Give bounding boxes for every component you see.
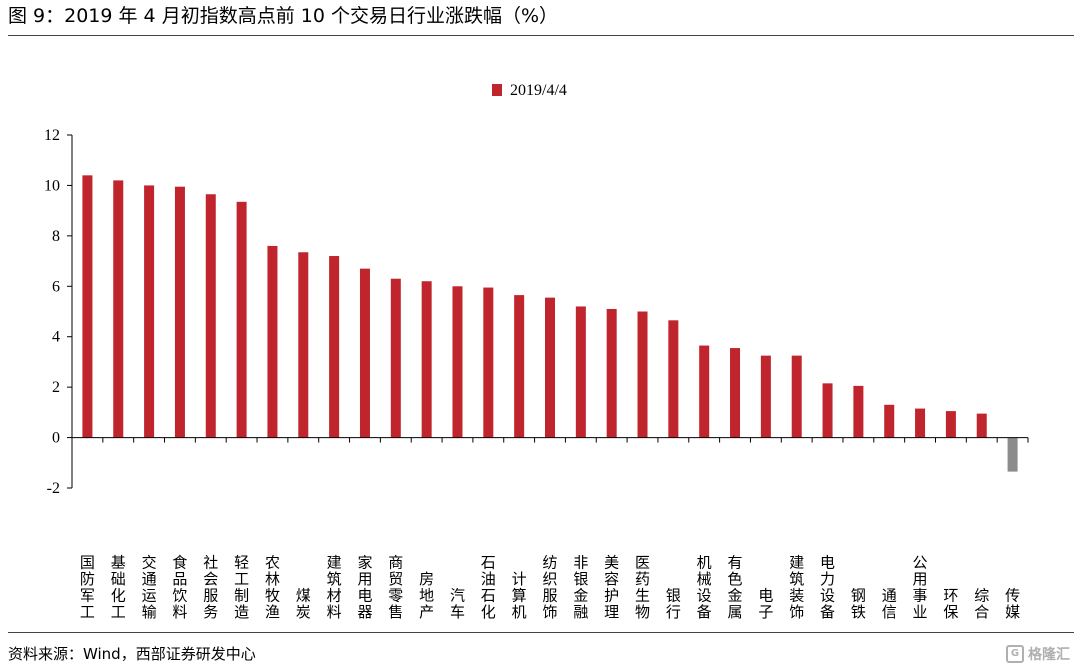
x-category-label: 综合 [974, 587, 989, 622]
bar [236, 201, 247, 438]
bar [976, 413, 987, 438]
bar [884, 404, 895, 438]
y-tick-label: 10 [44, 177, 60, 194]
x-category-label: 钢铁 [851, 587, 866, 622]
bar [82, 175, 93, 438]
x-category-label: 社会服务 [203, 554, 218, 622]
x-category-label: 计算机 [512, 570, 527, 621]
legend-swatch [492, 84, 502, 96]
x-category-label: 电力设备 [820, 554, 835, 622]
x-category-label: 建筑材料 [327, 554, 342, 622]
x-category-label: 纺织服饰 [542, 554, 557, 622]
bar [853, 385, 864, 438]
bar-series [82, 175, 1018, 472]
x-category-label: 家用电器 [357, 554, 372, 622]
bar [390, 278, 401, 438]
bar [329, 256, 340, 438]
y-tick-label: 0 [52, 430, 60, 447]
figure-title: 图 9：2019 年 4 月初指数高点前 10 个交易日行业涨跌幅（%） [8, 5, 558, 27]
x-category-label: 国防军工 [80, 554, 95, 622]
x-category-label: 汽车 [450, 587, 465, 622]
x-category-label: 轻工制造 [234, 554, 249, 622]
bar [483, 287, 494, 438]
x-category-label: 煤炭 [296, 587, 311, 622]
bar [421, 281, 432, 438]
x-category-label: 电子 [758, 587, 773, 622]
y-tick-label: 8 [52, 228, 60, 245]
bar [359, 268, 370, 438]
bar [298, 252, 309, 438]
watermark-logo-icon: G [1006, 645, 1024, 663]
x-category-label: 基础化工 [111, 554, 126, 622]
y-tick-label: 4 [52, 329, 60, 346]
bar [606, 308, 617, 438]
x-category-label: 传媒 [1005, 587, 1020, 622]
x-category-label: 机械设备 [697, 554, 712, 622]
chart-legend: 2019/4/4 [492, 82, 567, 99]
watermark-text: 格隆汇 [1028, 647, 1070, 663]
bar [452, 286, 463, 438]
bar [113, 180, 124, 438]
bar [637, 311, 648, 438]
source-note: 资料来源：Wind，西部证券研发中心 [8, 645, 256, 663]
x-category-label: 医药生物 [635, 554, 650, 622]
x-category-label: 通信 [882, 587, 897, 622]
bar [575, 306, 586, 438]
y-tick-label: -2 [47, 480, 60, 497]
y-tick-label: 12 [44, 127, 60, 144]
x-category-label: 美容护理 [604, 554, 619, 622]
bar [267, 245, 278, 438]
x-category-label: 环保 [943, 587, 958, 622]
bar [545, 297, 555, 438]
y-tick-label: 6 [52, 278, 60, 295]
bar [730, 348, 741, 438]
bar [514, 295, 525, 438]
x-category-label: 建筑装饰 [789, 554, 804, 622]
watermark: G 格隆汇 [1006, 644, 1070, 664]
bar [144, 185, 155, 438]
bar [760, 355, 771, 438]
bar [174, 186, 185, 438]
x-category-label: 非银金融 [573, 554, 588, 622]
x-category-label: 公用事业 [913, 554, 928, 622]
bar [822, 383, 833, 438]
x-category-label: 石油石化 [481, 554, 496, 622]
bar [699, 345, 710, 438]
bar [1007, 437, 1018, 472]
x-category-label: 交通运输 [142, 554, 157, 622]
bar [205, 194, 216, 438]
x-category-label: 商贸零售 [388, 554, 403, 622]
top-rule [8, 35, 1074, 36]
bar [915, 408, 926, 438]
bar [791, 355, 802, 438]
x-category-label: 房地产 [419, 570, 434, 621]
bar [945, 411, 956, 438]
bottom-rule [8, 632, 1074, 633]
legend-label: 2019/4/4 [510, 82, 567, 99]
x-category-label: 银行 [666, 587, 681, 622]
y-tick-label: 2 [52, 379, 60, 396]
x-category-label: 农林牧渔 [265, 554, 280, 622]
x-category-label: 食品饮料 [172, 554, 187, 622]
x-category-label: 有色金属 [728, 554, 743, 622]
y-axis: -2 0 2 4 6 8 10 12 [44, 127, 73, 497]
bar [668, 320, 679, 438]
